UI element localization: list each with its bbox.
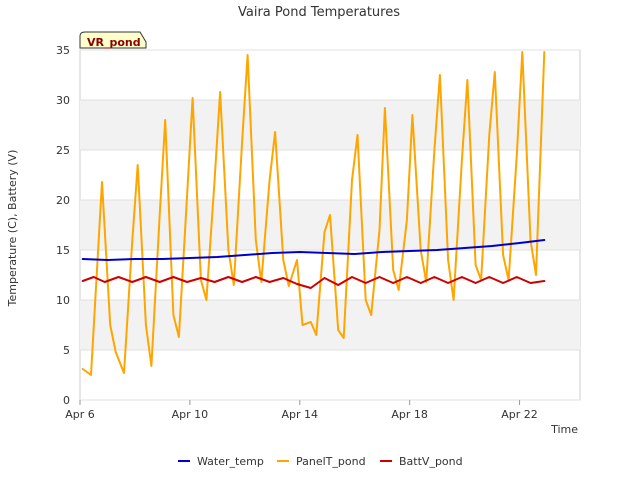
y-tick-label: 10 bbox=[56, 294, 70, 307]
series-line-battv-pond bbox=[81, 276, 546, 289]
y-tick-label: 5 bbox=[63, 344, 70, 357]
series-line-water-temp bbox=[81, 239, 546, 261]
x-tick-label: Apr 22 bbox=[501, 408, 538, 421]
y-tick-label: 25 bbox=[56, 144, 70, 157]
y-axis: 0 5 10 15 20 25 30 35 bbox=[56, 44, 70, 407]
x-axis: Apr 6 Apr 10 Apr 14 Apr 18 Apr 22 bbox=[65, 400, 538, 421]
x-tick-label: Apr 18 bbox=[391, 408, 428, 421]
legend-label: BattV_pond bbox=[399, 455, 463, 468]
y-tick-label: 30 bbox=[56, 94, 70, 107]
legend-label: Water_temp bbox=[197, 455, 264, 468]
series-layer bbox=[81, 51, 546, 376]
x-tick-label: Apr 6 bbox=[65, 408, 95, 421]
legend-label: PanelT_pond bbox=[296, 455, 366, 468]
y-tick-label: 0 bbox=[63, 394, 70, 407]
x-tick-label: Apr 14 bbox=[282, 408, 319, 421]
grid-band bbox=[80, 300, 580, 350]
series-line-panelt-pond bbox=[81, 51, 546, 376]
x-tick-label: Apr 10 bbox=[172, 408, 209, 421]
station-badge-label: VR_pond bbox=[87, 36, 141, 49]
station-badge: VR_pond bbox=[79, 31, 147, 49]
y-tick-label: 35 bbox=[56, 44, 70, 57]
grid-band bbox=[80, 100, 580, 150]
y-tick-label: 20 bbox=[56, 194, 70, 207]
legend: Water_temp PanelT_pond BattV_pond bbox=[178, 455, 463, 468]
chart-title: Vaira Pond Temperatures bbox=[238, 5, 400, 20]
x-axis-label: Time bbox=[550, 423, 578, 436]
y-tick-label: 15 bbox=[56, 244, 70, 257]
y-axis-label: Temperature (C), Battery (V) bbox=[6, 150, 19, 308]
